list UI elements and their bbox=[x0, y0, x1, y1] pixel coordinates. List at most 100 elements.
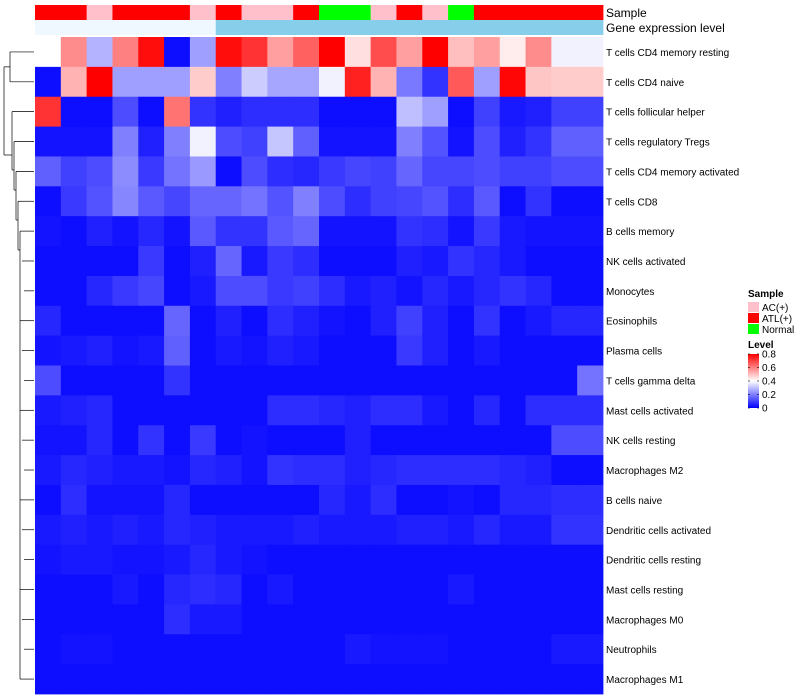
row-label: B cells memory bbox=[606, 227, 674, 238]
legend-label: ATL(+) bbox=[762, 314, 792, 325]
annotation-cell bbox=[138, 5, 165, 20]
heatmap-cell bbox=[473, 455, 501, 486]
heatmap-cell bbox=[577, 574, 604, 605]
annotation-cell bbox=[35, 5, 62, 20]
heatmap-cell bbox=[370, 544, 397, 575]
heatmap-cell bbox=[215, 156, 242, 187]
heatmap-cell bbox=[241, 395, 268, 426]
heatmap-cell bbox=[319, 126, 346, 157]
heatmap-cell bbox=[344, 455, 372, 486]
heatmap-cell bbox=[215, 246, 242, 277]
heatmap-cell bbox=[164, 37, 191, 68]
heatmap-cell bbox=[577, 186, 604, 217]
heatmap-cell bbox=[293, 634, 320, 665]
heatmap-cell bbox=[396, 425, 423, 456]
heatmap-cell bbox=[551, 37, 578, 68]
heatmap-cell bbox=[499, 544, 526, 575]
row-label: Macrophages M0 bbox=[606, 615, 684, 626]
row-label: T cells CD4 naive bbox=[606, 78, 685, 89]
heatmap-cell bbox=[525, 425, 552, 456]
heatmap-cell bbox=[138, 514, 165, 546]
column-annotations bbox=[35, 5, 604, 35]
heatmap-cell bbox=[499, 37, 526, 68]
annotation-cell bbox=[112, 5, 139, 20]
heatmap-cell bbox=[189, 395, 217, 426]
heatmap-cell bbox=[215, 514, 242, 546]
row-label: Neutrophils bbox=[606, 645, 657, 656]
heatmap-cell bbox=[86, 514, 113, 546]
heatmap-cell bbox=[293, 275, 320, 307]
heatmap-cell bbox=[267, 455, 294, 486]
heatmap-cell bbox=[164, 574, 191, 605]
heatmap-cell bbox=[138, 634, 165, 665]
heatmap-cell bbox=[267, 484, 294, 516]
heatmap-cell bbox=[86, 275, 113, 307]
heatmap-cell bbox=[448, 186, 475, 217]
heatmap-cell bbox=[525, 514, 552, 546]
heatmap-cell bbox=[86, 156, 113, 187]
heatmap-cell bbox=[319, 246, 346, 277]
heatmap-cell bbox=[293, 305, 320, 337]
heatmap-cell bbox=[138, 275, 165, 307]
annotation-cell bbox=[189, 20, 217, 35]
heatmap-cell bbox=[164, 246, 191, 277]
row-label: Dendritic cells resting bbox=[606, 556, 701, 567]
row-dendrogram bbox=[3, 51, 34, 680]
heatmap-cell bbox=[60, 395, 88, 426]
heatmap-cell bbox=[370, 216, 397, 247]
row-label: NK cells resting bbox=[606, 436, 675, 447]
heatmap-cell bbox=[319, 37, 346, 68]
heatmap-cell bbox=[396, 126, 423, 157]
heatmap-cell bbox=[112, 66, 139, 98]
heatmap-cell bbox=[267, 604, 294, 635]
heatmap-cell bbox=[422, 425, 449, 456]
heatmap-cell bbox=[164, 216, 191, 247]
heatmap-cell bbox=[35, 455, 62, 486]
annotation-cell bbox=[525, 5, 552, 20]
heatmap-cell bbox=[215, 604, 242, 635]
heatmap-cell bbox=[241, 305, 268, 337]
heatmap-cell bbox=[35, 37, 62, 68]
heatmap-cell bbox=[525, 574, 552, 605]
heatmap-cell bbox=[499, 96, 526, 127]
heatmap-cell bbox=[319, 275, 346, 307]
heatmap-cell bbox=[551, 156, 578, 187]
heatmap-cell bbox=[189, 37, 217, 68]
heatmap-cell bbox=[473, 544, 501, 575]
heatmap-cell bbox=[293, 604, 320, 635]
heatmap-cell bbox=[86, 335, 113, 366]
heatmap-cell bbox=[499, 425, 526, 456]
heatmap-cell bbox=[370, 664, 397, 695]
heatmap-cell bbox=[215, 96, 242, 127]
legend-label: AC(+) bbox=[762, 303, 788, 314]
heatmap-cell bbox=[267, 335, 294, 366]
heatmap-cell bbox=[189, 365, 217, 396]
heatmap-cell bbox=[215, 425, 242, 456]
heatmap-cell bbox=[138, 37, 165, 68]
heatmap-cell bbox=[551, 484, 578, 516]
heatmap-cell bbox=[551, 246, 578, 277]
heatmap-cell bbox=[293, 66, 320, 98]
heatmap-cell bbox=[370, 365, 397, 396]
heatmap-cell bbox=[189, 664, 217, 695]
heatmap-cell bbox=[396, 246, 423, 277]
annotation-cell bbox=[293, 20, 320, 35]
annotation-cell bbox=[215, 20, 242, 35]
heatmap-cell bbox=[551, 574, 578, 605]
heatmap-cell bbox=[396, 37, 423, 68]
heatmap-cell bbox=[293, 186, 320, 217]
annotation-cell bbox=[164, 20, 191, 35]
heatmap-cell bbox=[138, 484, 165, 516]
heatmap-cell bbox=[577, 37, 604, 68]
heatmap-cell bbox=[215, 216, 242, 247]
heatmap-cell bbox=[112, 544, 139, 575]
heatmap-cell bbox=[344, 275, 372, 307]
heatmap-cell bbox=[60, 186, 88, 217]
heatmap-cell bbox=[499, 66, 526, 98]
level-colorbar bbox=[748, 354, 759, 408]
heatmap-cell bbox=[164, 604, 191, 635]
heatmap-cell bbox=[344, 574, 372, 605]
heatmap-cell bbox=[370, 305, 397, 337]
annotation-cell bbox=[344, 20, 372, 35]
heatmap-cell bbox=[473, 66, 501, 98]
